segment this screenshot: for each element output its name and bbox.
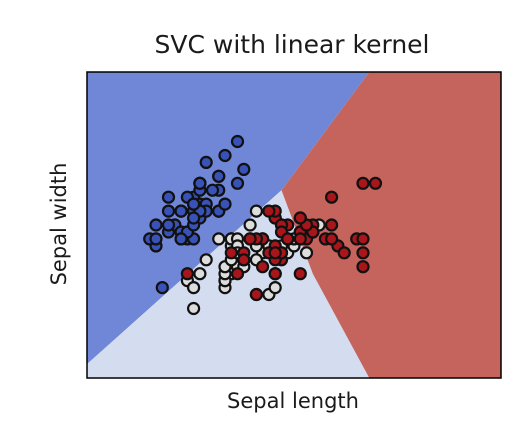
data-point-class-2	[232, 268, 243, 279]
data-point-class-1	[245, 220, 256, 231]
data-point-class-0	[163, 206, 174, 217]
data-point-class-1	[188, 303, 199, 314]
data-point-class-2	[326, 192, 337, 203]
data-point-class-2	[245, 233, 256, 244]
data-point-class-2	[326, 233, 337, 244]
data-point-class-1	[201, 254, 212, 265]
data-point-class-0	[213, 171, 224, 182]
data-point-class-1	[270, 282, 281, 293]
data-point-class-0	[207, 185, 218, 196]
data-point-class-0	[220, 150, 231, 161]
data-point-class-2	[295, 268, 306, 279]
data-point-class-0	[176, 206, 187, 217]
data-point-class-2	[270, 247, 281, 258]
data-point-class-2	[295, 233, 306, 244]
data-point-class-2	[358, 261, 369, 272]
x-axis-label: Sepal length	[227, 389, 359, 413]
data-point-class-2	[358, 233, 369, 244]
data-point-class-2	[182, 268, 193, 279]
data-point-class-0	[176, 233, 187, 244]
data-point-class-0	[157, 282, 168, 293]
data-point-class-2	[257, 261, 268, 272]
data-point-class-2	[326, 220, 337, 231]
chart-title: SVC with linear kernel	[155, 30, 430, 59]
data-point-class-2	[370, 178, 381, 189]
data-point-class-0	[220, 199, 231, 210]
data-point-class-0	[238, 164, 249, 175]
data-point-class-0	[163, 220, 174, 231]
data-point-class-1	[213, 233, 224, 244]
data-point-class-2	[226, 247, 237, 258]
y-axis-label: Sepal width	[47, 163, 71, 286]
data-point-class-1	[194, 268, 205, 279]
data-point-class-0	[163, 192, 174, 203]
data-point-class-0	[151, 233, 162, 244]
data-point-class-2	[339, 247, 350, 258]
data-point-class-0	[188, 199, 199, 210]
data-point-class-2	[251, 289, 262, 300]
data-point-class-2	[358, 247, 369, 258]
data-point-class-0	[188, 213, 199, 224]
data-point-class-2	[270, 268, 281, 279]
data-point-class-0	[232, 178, 243, 189]
data-point-class-2	[358, 178, 369, 189]
data-point-class-2	[282, 233, 293, 244]
data-point-class-0	[201, 157, 212, 168]
data-point-class-1	[301, 247, 312, 258]
data-point-class-2	[238, 254, 249, 265]
data-point-class-2	[295, 213, 306, 224]
data-point-class-0	[151, 220, 162, 231]
data-point-class-0	[194, 178, 205, 189]
data-point-class-2	[263, 206, 274, 217]
data-point-class-1	[251, 206, 262, 217]
data-point-class-1	[188, 282, 199, 293]
data-point-class-0	[232, 136, 243, 147]
